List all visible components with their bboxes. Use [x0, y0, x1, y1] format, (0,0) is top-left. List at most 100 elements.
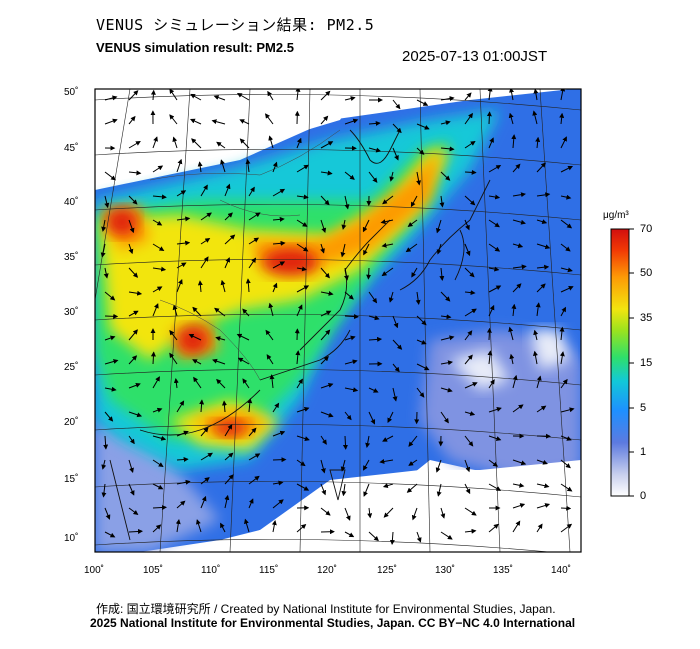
wind-arrow [296, 523, 307, 533]
wind-arrow [320, 507, 331, 516]
wind-arrow [128, 382, 141, 389]
wind-arrow [536, 483, 550, 489]
wind-arrow [176, 216, 191, 222]
wind-arrow [508, 326, 514, 341]
wind-arrow [128, 195, 138, 205]
wind-arrow [416, 123, 430, 130]
wind-arrow [224, 474, 234, 485]
wind-arrow [382, 435, 394, 442]
wind-arrow [344, 195, 350, 210]
wind-arrow [535, 302, 541, 317]
wind-arrow [536, 192, 551, 198]
wind-arrow [200, 256, 209, 269]
wind-arrow [193, 376, 202, 389]
wind-arrow [340, 243, 346, 258]
wind-arrow [128, 411, 143, 418]
wind-arrow [104, 291, 116, 301]
wind-arrow [176, 278, 183, 293]
wind-arrow [436, 243, 442, 255]
wind-arrow [265, 329, 274, 341]
wind-arrow [464, 243, 471, 257]
wind-arrow [103, 267, 109, 279]
wind-arrow [296, 219, 308, 227]
wind-arrow [200, 427, 209, 437]
wind-arrow [512, 459, 527, 466]
wind-arrow [320, 243, 325, 254]
wind-arrow [416, 99, 429, 106]
wind-arrow [248, 475, 260, 485]
wind-arrow [101, 459, 107, 470]
wind-arrow [101, 219, 107, 232]
wind-arrow [392, 339, 403, 350]
wind-arrow [200, 212, 212, 221]
wind-arrow [410, 195, 418, 208]
wind-arrow [488, 266, 500, 272]
wind-arrow [224, 257, 231, 269]
wind-arrow [440, 171, 451, 181]
wind-arrow [560, 505, 572, 511]
wind-arrow [176, 240, 191, 246]
wind-arrow [128, 140, 141, 149]
wind-arrow [532, 350, 538, 365]
wind-arrow [320, 90, 331, 101]
lon-tick-label: 140˚ [551, 565, 572, 576]
wind-arrow [176, 262, 187, 269]
wind-arrow [150, 351, 156, 365]
wind-arrow [320, 411, 334, 418]
wind-arrow [560, 243, 571, 252]
wind-arrow [367, 507, 373, 519]
wind-arrow [389, 531, 395, 545]
wind-arrow [188, 334, 202, 341]
wind-arrow [464, 507, 477, 516]
wind-arrow [265, 113, 274, 125]
wind-arrow [488, 379, 495, 389]
wind-arrow [486, 111, 492, 125]
wind-arrow [272, 261, 286, 269]
colorbar-ticks [629, 228, 634, 497]
wind-arrow [266, 354, 274, 365]
wind-arrow [368, 336, 383, 342]
wind-arrow [533, 89, 539, 101]
wind-arrow [512, 219, 526, 225]
wind-arrow [381, 242, 394, 248]
wind-arrow [152, 266, 167, 272]
wind-arrow [512, 243, 524, 248]
wind-arrow [368, 147, 382, 153]
wind-arrow [320, 290, 334, 296]
wind-arrow [320, 459, 326, 474]
lat-tick-label: 35˚ [64, 252, 79, 263]
wind-arrow [383, 507, 394, 518]
lon-tick-label: 135˚ [493, 565, 514, 576]
wind-arrow [128, 507, 139, 515]
wind-arrow [536, 375, 542, 389]
wind-arrow [152, 219, 163, 226]
wind-arrow [512, 283, 522, 293]
wind-arrow [272, 499, 284, 509]
wind-arrow [439, 267, 445, 281]
copyright-line: 2025 National Institute for Environmenta… [90, 616, 576, 630]
wind-arrow [411, 267, 418, 278]
wind-arrow [464, 112, 473, 125]
wind-arrow [535, 136, 541, 149]
wind-arrow [220, 159, 226, 173]
wind-arrow [296, 266, 307, 272]
lon-tick-label: 110˚ [201, 565, 221, 576]
wind-arrow [128, 90, 139, 101]
wind-arrow [464, 308, 477, 317]
wind-arrow [272, 430, 286, 437]
wind-arrow [152, 165, 164, 173]
wind-arrow [440, 335, 455, 341]
wind-arrow [320, 435, 327, 445]
wind-arrow [488, 219, 500, 228]
wind-arrow [341, 219, 347, 230]
wind-arrow [104, 118, 118, 125]
wind-arrow [512, 503, 526, 509]
wind-arrow [536, 219, 548, 225]
wind-arrow [128, 243, 134, 255]
lon-tick-label: 130˚ [435, 565, 456, 576]
wind-arrow [464, 169, 477, 175]
wind-arrow [172, 136, 178, 149]
wind-arrow [242, 378, 250, 389]
wind-arrow [435, 459, 442, 473]
pm25-field [95, 89, 581, 552]
